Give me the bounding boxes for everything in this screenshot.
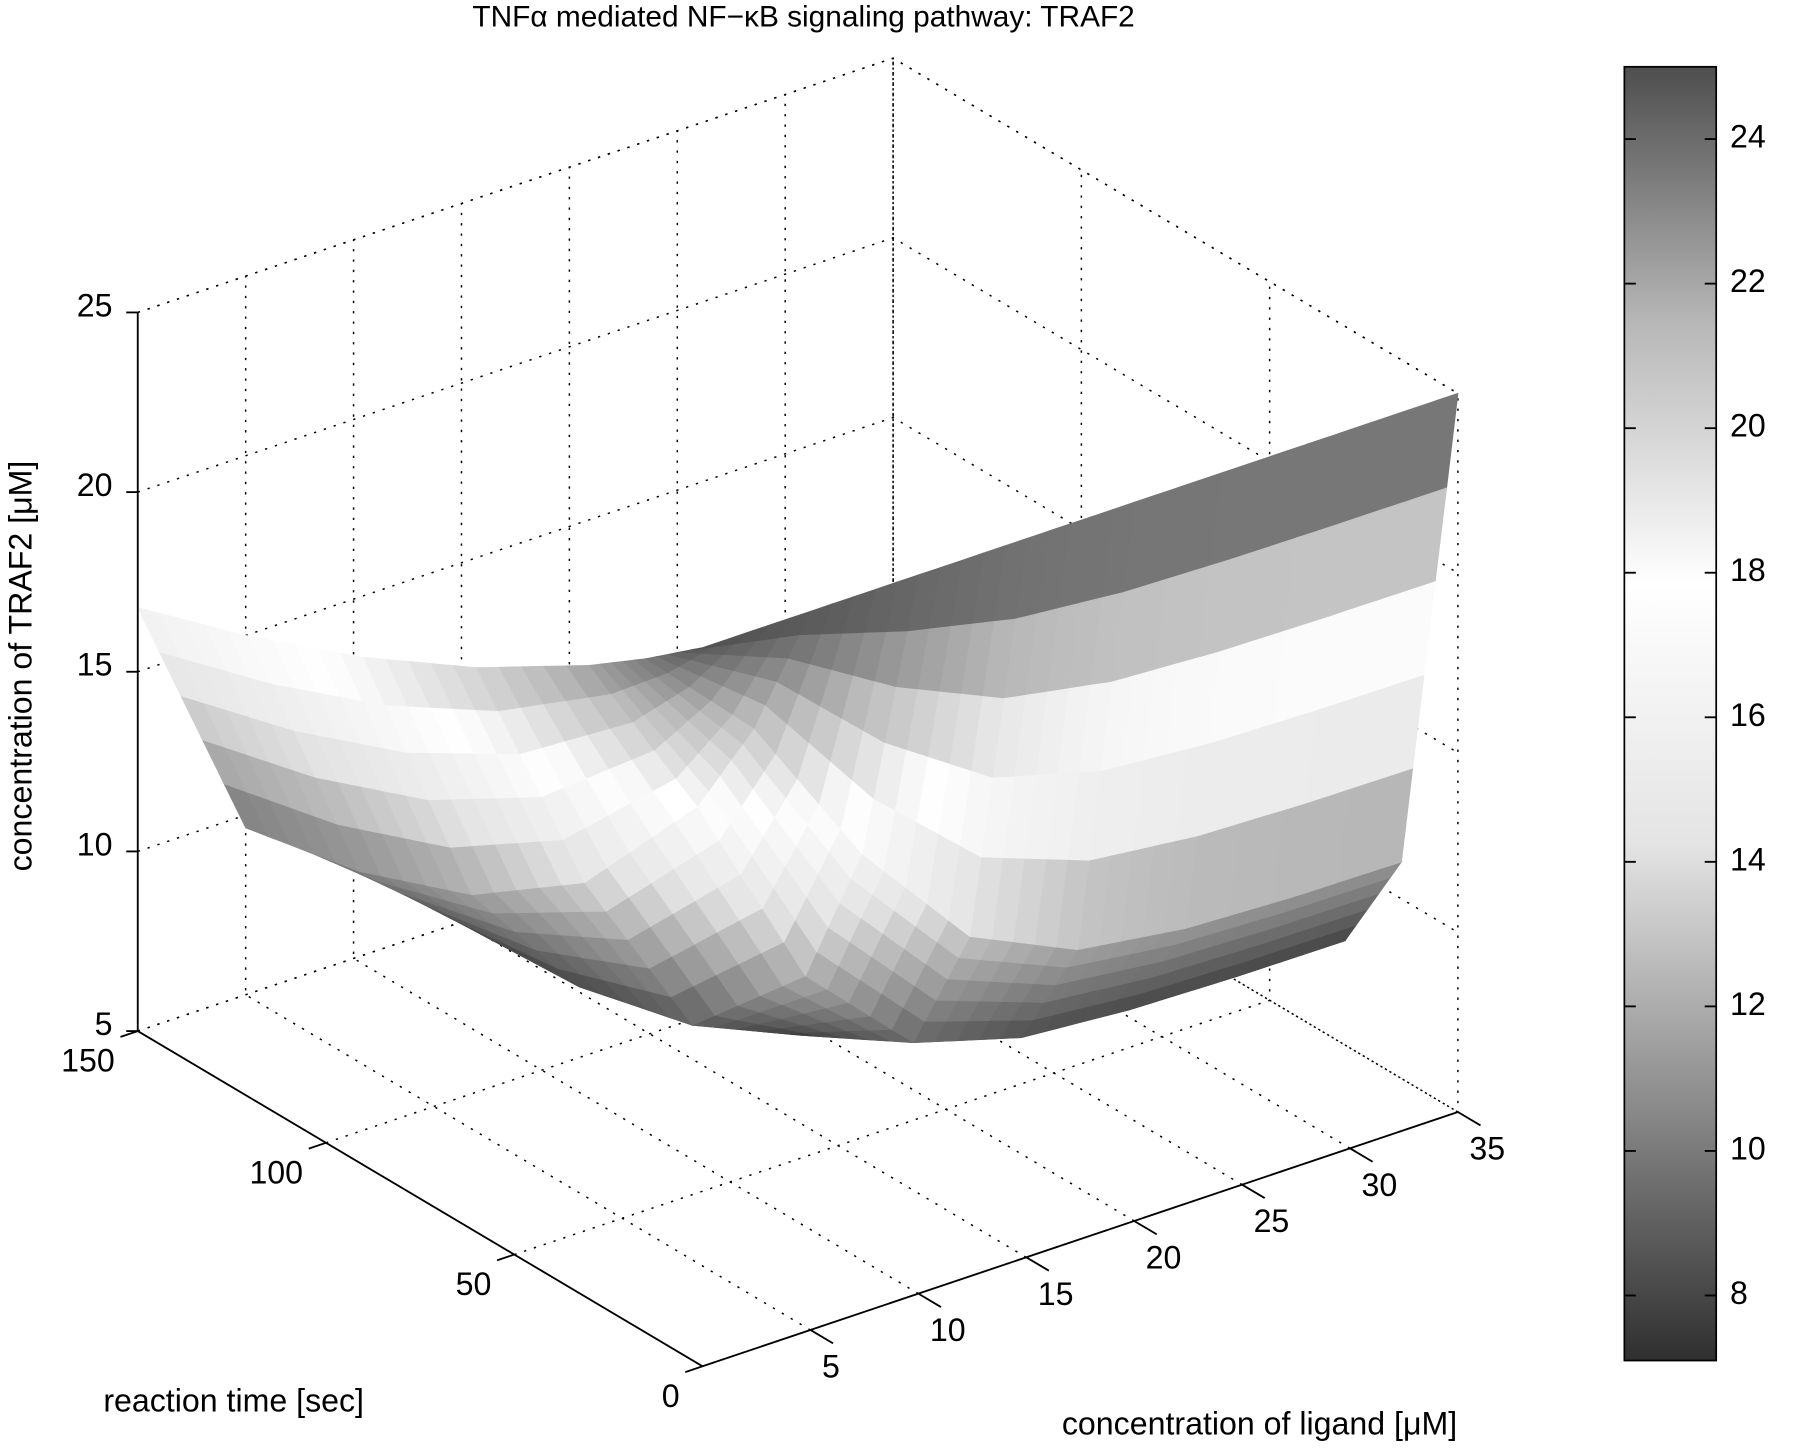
chart-title: TNFα mediated NF−κB signaling pathway: T… <box>472 0 1134 33</box>
x-axis <box>702 1111 1459 1368</box>
surface-patch <box>691 639 725 651</box>
x-tick <box>1133 1220 1158 1236</box>
colorbar-tick-label: 10 <box>1730 1130 1766 1166</box>
y-tick <box>496 1253 515 1262</box>
colorbar-tick-label: 24 <box>1730 119 1766 155</box>
colorbar-tick-label: 22 <box>1730 263 1766 299</box>
colorbar-tick-label: 16 <box>1730 697 1766 733</box>
z-tick-label: 25 <box>77 287 113 323</box>
surface <box>136 392 1459 1044</box>
colorbar-tick-label: 12 <box>1730 986 1766 1022</box>
grid-edge <box>137 57 1459 395</box>
grid-line <box>137 416 1459 754</box>
grid-line <box>514 281 1271 1256</box>
y-tick-label: 50 <box>456 1266 492 1302</box>
x-tick-label: 20 <box>1146 1239 1182 1275</box>
y-axis <box>137 1030 704 1368</box>
y-tick <box>684 1365 703 1373</box>
x-tick <box>1457 1111 1481 1127</box>
x-tick <box>809 1329 834 1345</box>
colorbar <box>1623 65 1718 1362</box>
colorbar-tick-label: 14 <box>1730 841 1766 877</box>
x-tick-label: 15 <box>1038 1276 1074 1312</box>
colorbar-tick-label: 8 <box>1730 1275 1748 1311</box>
y-tick <box>308 1141 327 1150</box>
y-tick-label: 0 <box>662 1378 680 1414</box>
x-tick <box>1349 1147 1374 1163</box>
x-tick <box>917 1292 942 1308</box>
x-axis-label: concentration of ligand [μM] <box>1062 1405 1457 1441</box>
y-tick-label: 100 <box>249 1154 303 1190</box>
colorbar-tick-label: 20 <box>1730 408 1766 444</box>
colorbar-tick-label: 18 <box>1730 552 1766 588</box>
x-tick <box>1025 1256 1050 1272</box>
x-tick-label: 5 <box>822 1348 840 1384</box>
z-tick-label: 10 <box>77 826 113 862</box>
x-tick-label: 25 <box>1254 1203 1290 1239</box>
z-tick-label: 15 <box>77 647 113 683</box>
grid-line <box>137 57 1459 395</box>
y-tick-label: 150 <box>61 1043 115 1079</box>
y-tick <box>120 1030 139 1038</box>
z-axis-label: concentration of TRAF2 [μM] <box>2 461 38 872</box>
x-tick-label: 30 <box>1361 1167 1397 1203</box>
z-tick-label: 5 <box>95 1006 113 1042</box>
y-axis-label: reaction time [sec] <box>103 1383 364 1419</box>
x-tick-label: 10 <box>930 1312 966 1348</box>
x-tick <box>1241 1183 1266 1199</box>
x-tick-label: 35 <box>1469 1131 1505 1167</box>
z-tick-label: 20 <box>77 467 113 503</box>
